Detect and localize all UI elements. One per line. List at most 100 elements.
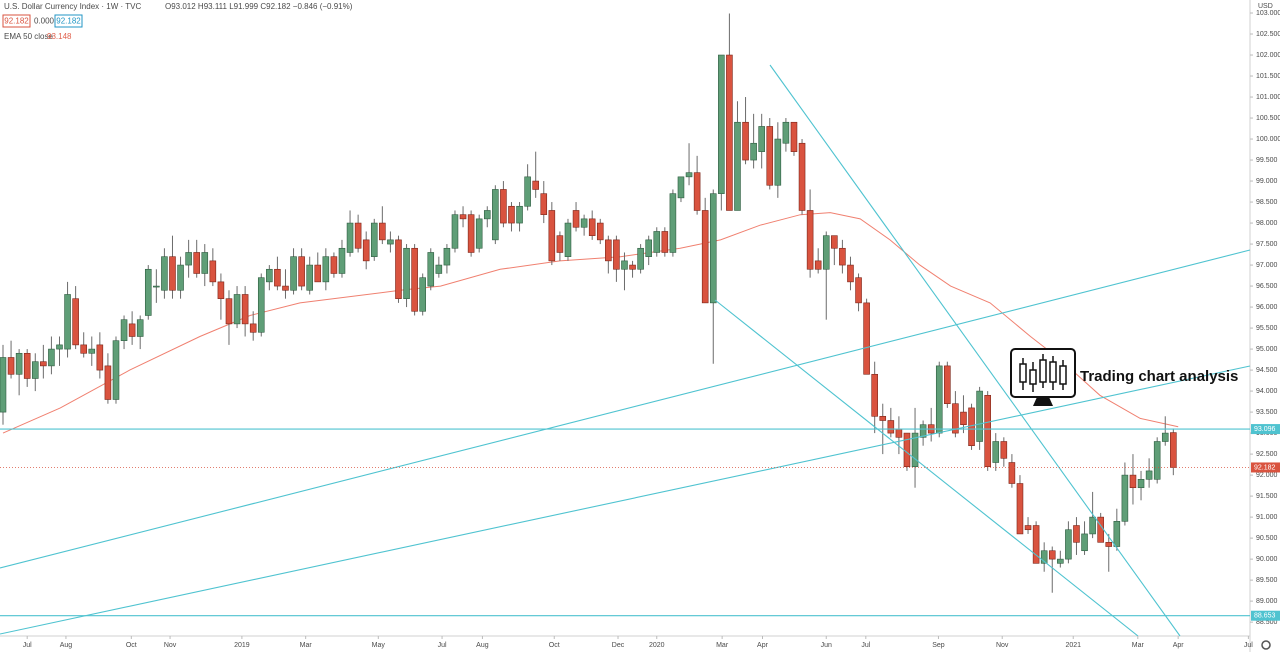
candle-body: [56, 344, 63, 350]
candle-body: [919, 424, 927, 438]
candle-body: [225, 298, 233, 325]
candle-body: [282, 285, 289, 291]
y-tick-label: 91.000: [1256, 514, 1278, 521]
candle-body: [136, 319, 144, 337]
candle-body: [831, 235, 838, 249]
candle-body: [871, 373, 878, 417]
trendline: [769, 64, 1181, 637]
candle-body: [290, 256, 297, 291]
candle-body: [40, 361, 47, 367]
candle-body: [161, 256, 168, 291]
candle-body: [193, 252, 200, 274]
candle-body: [338, 247, 346, 274]
candle-body: [72, 298, 79, 346]
candle-body: [64, 294, 71, 350]
y-tick-label: 89.500: [1256, 577, 1278, 584]
candle-body: [814, 260, 822, 270]
candle-body: [451, 214, 459, 249]
candle-body: [596, 222, 604, 241]
candle-body: [709, 193, 717, 304]
y-tick-label: 102.000: [1256, 52, 1280, 59]
candle-body: [968, 407, 975, 447]
candle-body: [1145, 470, 1153, 480]
candle-body: [887, 420, 895, 434]
candle-body: [15, 352, 23, 375]
level-label: 93.096: [1254, 426, 1276, 433]
last-price-label: 92.182: [1254, 464, 1276, 471]
candle-body: [1057, 558, 1064, 564]
badge: [2, 14, 31, 28]
candle-body: [241, 294, 249, 325]
candle-body: [944, 365, 951, 404]
candle-body: [266, 268, 273, 283]
y-tick-label: 99.500: [1256, 157, 1278, 164]
x-tick-label: Mar: [1132, 642, 1145, 649]
candle-body: [718, 54, 725, 194]
trendline: [714, 299, 1139, 637]
candle-body: [903, 432, 911, 468]
last-price-badge: [1251, 462, 1280, 473]
y-tick-label: 90.000: [1256, 556, 1278, 563]
y-tick-label: 93.500: [1256, 409, 1278, 416]
candle-body: [782, 121, 790, 144]
analysis-icon: [1010, 348, 1076, 406]
candle-body: [104, 365, 112, 400]
x-tick-label: Apr: [1173, 642, 1185, 649]
settings-icon[interactable]: [1261, 640, 1271, 650]
candle-body: [257, 277, 265, 333]
y-tick-label: 100.500: [1256, 115, 1280, 122]
candle-body: [0, 357, 7, 413]
candle-body: [88, 348, 96, 354]
candle-body: [1065, 529, 1072, 560]
x-tick-label: Apr: [757, 642, 769, 649]
candle-body: [403, 247, 410, 299]
candle-body: [1129, 474, 1137, 489]
candle-body: [911, 432, 919, 468]
price-axis: [1250, 0, 1280, 652]
candle-body: [346, 222, 354, 253]
y-tick-label: 96.000: [1256, 304, 1278, 311]
candle-body: [976, 390, 983, 442]
candle-body: [1097, 516, 1104, 543]
y-tick-label: 97.500: [1256, 241, 1278, 248]
y-tick-label: 103.000: [1256, 10, 1280, 17]
y-tick-label: 101.000: [1256, 94, 1280, 101]
x-tick-label: Oct: [126, 642, 137, 649]
candle-body: [580, 218, 588, 228]
candle-body: [605, 239, 612, 262]
candle-body: [750, 142, 757, 161]
y-tick-label: 100.000: [1256, 136, 1280, 143]
candle-body: [653, 231, 661, 253]
badge-text: 0.000: [34, 17, 55, 26]
candle-body: [467, 214, 475, 253]
candle-body: [1048, 550, 1056, 560]
candle-body: [726, 54, 733, 211]
ema-legend: EMA 50 close: [4, 32, 53, 41]
candle-body: [1170, 432, 1177, 468]
candle-body: [734, 121, 741, 211]
candle-body: [790, 121, 798, 152]
candle-body: [483, 210, 491, 220]
candle-body: [516, 205, 523, 224]
candle-body: [370, 222, 378, 257]
candle-body: [23, 352, 31, 379]
candle-body: [306, 264, 313, 291]
y-tick-label: 98.500: [1256, 199, 1278, 206]
candle-body: [960, 411, 967, 426]
candle-body: [1089, 516, 1096, 535]
candle-body: [685, 172, 693, 178]
candle-body: [48, 348, 55, 367]
x-tick-label: Jul: [23, 642, 32, 649]
candle-body: [120, 319, 128, 341]
candle-body: [774, 138, 782, 186]
candle-body: [1137, 479, 1145, 489]
candle-body: [524, 176, 531, 207]
x-tick-label: Oct: [549, 642, 560, 649]
candle-body: [1113, 521, 1121, 547]
x-tick-label: Aug: [60, 642, 73, 649]
candle-body: [435, 264, 443, 274]
y-tick-label: 94.000: [1256, 388, 1278, 395]
candle-body: [1000, 441, 1008, 459]
candle-body: [548, 210, 556, 262]
